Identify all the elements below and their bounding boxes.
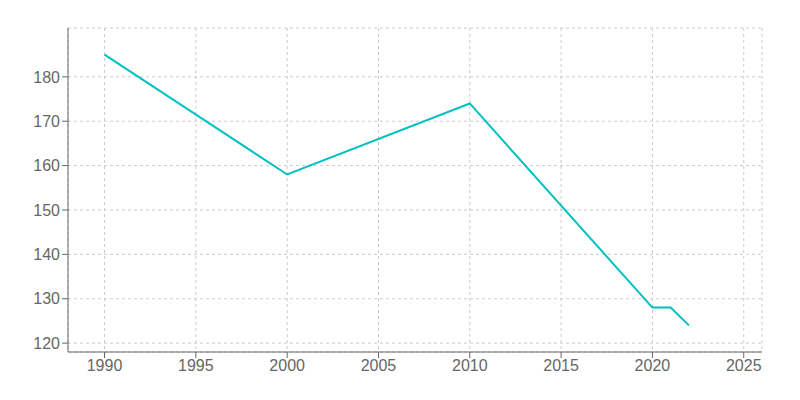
- svg-text:150: 150: [33, 202, 60, 219]
- svg-text:2025: 2025: [726, 357, 762, 374]
- svg-text:1990: 1990: [87, 357, 123, 374]
- svg-text:2020: 2020: [635, 357, 671, 374]
- svg-text:130: 130: [33, 290, 60, 307]
- svg-text:2010: 2010: [452, 357, 488, 374]
- svg-text:180: 180: [33, 69, 60, 86]
- svg-text:1995: 1995: [178, 357, 214, 374]
- svg-text:2000: 2000: [269, 357, 305, 374]
- svg-text:170: 170: [33, 113, 60, 130]
- svg-text:2005: 2005: [361, 357, 397, 374]
- svg-text:160: 160: [33, 157, 60, 174]
- svg-text:2015: 2015: [543, 357, 579, 374]
- svg-text:140: 140: [33, 246, 60, 263]
- svg-text:120: 120: [33, 335, 60, 352]
